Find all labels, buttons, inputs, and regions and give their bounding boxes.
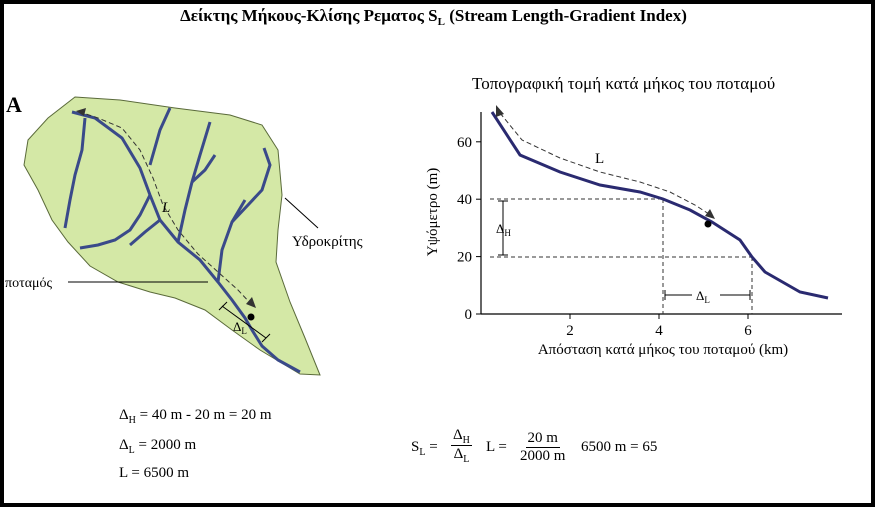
x-ticks: 2 4 6	[566, 314, 752, 339]
x-tick-label: 6	[744, 323, 752, 339]
panel-a-label: A	[6, 92, 22, 117]
x-axis-label: Απόσταση κατά μήκος του ποταμού (km)	[538, 342, 788, 358]
divide-callout-line	[284, 197, 319, 229]
eq-sl-lhs: SL =	[411, 439, 438, 458]
y-axis-label: Υψόμετρο (m)	[425, 168, 441, 256]
x-tick-label: 2	[566, 323, 574, 339]
x-tick-label: 4	[655, 323, 663, 339]
y-tick-label: 0	[465, 307, 473, 323]
map-length-label: L	[161, 200, 170, 216]
eq-sl-mid: L =	[486, 439, 507, 455]
tributary	[129, 218, 161, 247]
tributary	[63, 117, 87, 229]
length-arrowhead-icon	[76, 108, 86, 116]
eq-sl-fraction-2: 20 m 2000 m	[520, 430, 566, 464]
map-point-marker	[247, 313, 255, 321]
y-tick-label: 40	[457, 192, 472, 208]
y-tick-label: 60	[457, 135, 472, 151]
figure-title: Δείκτης Μήκους-Κλίσης Ρεματος SL (Stream…	[180, 6, 687, 28]
divide-label: Υδροκρίτης	[292, 234, 363, 250]
eq-delta-h: ΔH = 40 m - 20 m = 20 m	[119, 407, 272, 426]
profile-line	[490, 111, 829, 300]
y-ticks: 0 20 40 60	[457, 135, 481, 323]
eq-delta-l: ΔL = 2000 m	[119, 437, 197, 456]
eq-sl-rhs: 6500 m = 65	[581, 439, 658, 455]
profile-title: Τοπογραφική τομή κατά μήκος του ποταμού	[472, 74, 775, 93]
length-arrowhead-icon	[246, 297, 256, 308]
delta-h-label: ΔH	[496, 221, 511, 238]
profile-length-label: L	[595, 151, 604, 167]
tributary	[190, 154, 217, 184]
profile-arrowhead-icon	[705, 209, 715, 219]
y-tick-label: 20	[457, 250, 472, 266]
main-river	[71, 110, 301, 374]
profile-arrowhead-icon	[496, 105, 504, 117]
tributary	[79, 194, 152, 250]
tributary	[230, 199, 247, 223]
eq-length: L = 6500 m	[119, 465, 189, 481]
map-delta-segment	[221, 305, 267, 339]
river-label: ποταμός	[5, 276, 53, 291]
delta-l-label: ΔL	[696, 288, 710, 305]
map-delta-label: ΔL	[233, 319, 247, 336]
eq-sl-fraction-1: ΔH ΔL	[451, 427, 472, 465]
profile-point-marker	[704, 220, 712, 228]
tributary	[216, 147, 272, 283]
profile-length-arrow	[499, 112, 713, 217]
tributary	[148, 107, 172, 166]
